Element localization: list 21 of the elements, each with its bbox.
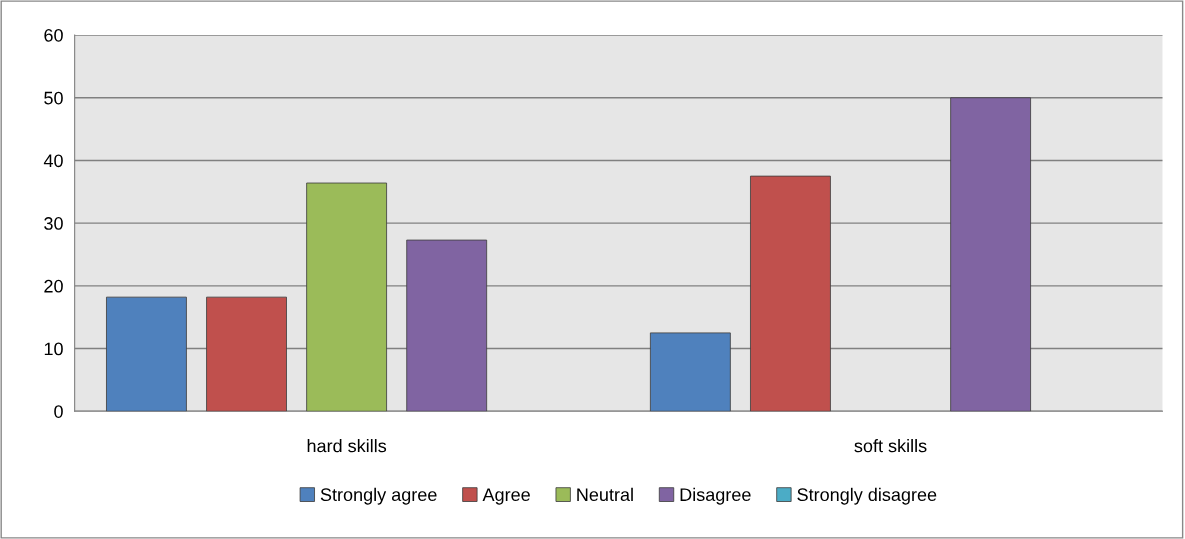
legend-label: Strongly disagree	[797, 487, 937, 505]
y-tick-label: 50	[44, 91, 63, 105]
x-tick-label: soft skills	[854, 439, 927, 453]
x-tick-label: hard skills	[307, 439, 387, 453]
y-tick-label: 20	[44, 279, 63, 293]
bar	[750, 175, 831, 412]
bar	[950, 97, 1032, 412]
bar	[106, 296, 187, 412]
y-tick-label: 40	[43, 154, 63, 168]
y-tick-label: 30	[44, 217, 63, 230]
legend-label: Agree	[482, 488, 530, 505]
y-tick-label: 0	[54, 405, 63, 418]
y-tick-label: 10	[44, 342, 63, 356]
bar	[649, 332, 731, 412]
bar	[306, 182, 388, 412]
bar	[406, 239, 488, 412]
bar	[206, 296, 287, 412]
legend-label: Disagree	[680, 487, 751, 505]
y-tick-label: 60	[44, 28, 63, 42]
legend-label: Strongly agree	[320, 487, 437, 505]
legend-label: Neutral	[577, 487, 633, 502]
